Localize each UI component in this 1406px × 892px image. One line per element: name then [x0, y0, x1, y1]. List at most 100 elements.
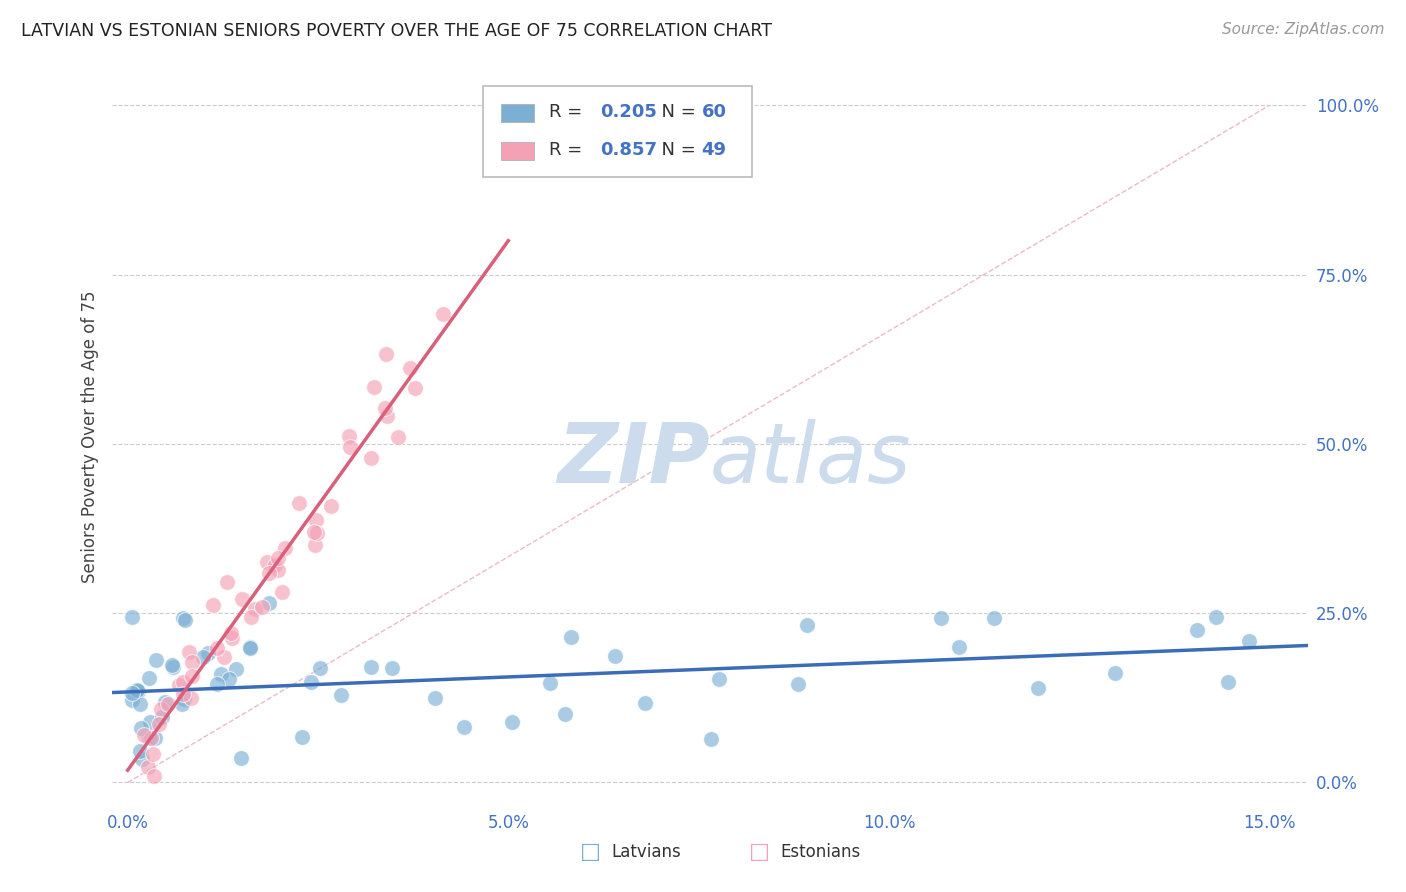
Point — [174, 613, 197, 627]
Point — [121, 686, 143, 700]
Point — [250, 600, 273, 615]
Point — [150, 702, 173, 716]
Point — [162, 660, 184, 674]
Point — [1026, 681, 1049, 696]
Point — [142, 747, 165, 761]
Point — [221, 631, 243, 645]
Point — [201, 598, 224, 612]
Point — [700, 731, 723, 746]
Point — [131, 752, 153, 766]
Point — [239, 641, 262, 656]
Point — [302, 524, 325, 539]
Point — [299, 675, 322, 690]
Point — [288, 496, 311, 510]
Point — [125, 683, 148, 698]
Point — [173, 692, 195, 706]
Point — [180, 669, 202, 683]
Point — [172, 611, 194, 625]
Point — [138, 731, 160, 746]
Point — [172, 675, 194, 690]
Point — [209, 667, 232, 681]
Point — [127, 683, 149, 698]
Point — [172, 687, 194, 701]
Text: LATVIAN VS ESTONIAN SENIORS POVERTY OVER THE AGE OF 75 CORRELATION CHART: LATVIAN VS ESTONIAN SENIORS POVERTY OVER… — [21, 22, 772, 40]
Point — [121, 693, 143, 707]
Point — [153, 696, 176, 710]
Point — [127, 683, 149, 698]
Point — [305, 526, 328, 541]
Point — [1216, 674, 1239, 689]
Point — [267, 563, 290, 577]
Point — [796, 618, 818, 632]
Point — [263, 558, 285, 572]
Text: N =: N = — [651, 141, 702, 159]
Point — [1187, 624, 1209, 638]
Point — [225, 662, 247, 676]
Point — [308, 661, 330, 675]
Point — [381, 661, 404, 675]
Point — [423, 691, 446, 706]
Point — [270, 585, 292, 599]
Text: N =: N = — [651, 103, 702, 120]
Point — [274, 541, 297, 556]
Point — [218, 673, 240, 687]
Point — [337, 429, 360, 443]
Point — [1205, 610, 1227, 624]
Point — [197, 646, 219, 660]
Point — [256, 555, 278, 569]
Point — [172, 698, 194, 712]
Point — [215, 574, 238, 589]
Point — [375, 346, 398, 360]
Text: 0.857: 0.857 — [600, 141, 657, 159]
Text: R =: R = — [548, 103, 588, 120]
Text: □: □ — [581, 842, 600, 862]
Text: Estonians: Estonians — [780, 843, 860, 861]
Point — [929, 611, 952, 625]
Point — [167, 678, 190, 692]
Text: ZIP: ZIP — [557, 418, 710, 500]
Point — [1104, 665, 1126, 680]
Point — [181, 655, 204, 669]
Text: 60: 60 — [702, 103, 727, 120]
Text: R =: R = — [548, 141, 588, 159]
Point — [374, 401, 396, 415]
Bar — [501, 143, 534, 160]
Point — [212, 649, 235, 664]
Point — [560, 630, 582, 644]
Point — [138, 671, 160, 685]
Point — [219, 626, 242, 640]
FancyBboxPatch shape — [484, 86, 752, 178]
Point — [304, 538, 326, 552]
Point — [501, 714, 523, 729]
Text: Latvians: Latvians — [612, 843, 682, 861]
Point — [363, 380, 385, 394]
Point — [360, 451, 382, 466]
Point — [150, 710, 173, 724]
Point — [180, 690, 202, 705]
Point — [129, 697, 152, 711]
Text: 0.205: 0.205 — [600, 103, 657, 120]
Point — [136, 760, 159, 774]
Point — [538, 676, 561, 690]
Point — [205, 641, 228, 656]
Point — [1237, 633, 1260, 648]
Point — [707, 673, 730, 687]
Point — [156, 697, 179, 711]
Point — [145, 653, 167, 667]
Point — [983, 611, 1005, 625]
Point — [243, 602, 266, 616]
Text: atlas: atlas — [710, 418, 911, 500]
Point — [129, 744, 152, 758]
Point — [129, 721, 152, 735]
Point — [143, 769, 166, 783]
Bar — [501, 104, 534, 122]
Point — [404, 382, 426, 396]
Point — [330, 688, 353, 702]
Point — [305, 513, 328, 527]
Point — [634, 696, 657, 710]
Point — [453, 720, 475, 734]
Point — [339, 441, 361, 455]
Point — [239, 640, 262, 654]
Point — [139, 731, 162, 745]
Point — [605, 648, 627, 663]
